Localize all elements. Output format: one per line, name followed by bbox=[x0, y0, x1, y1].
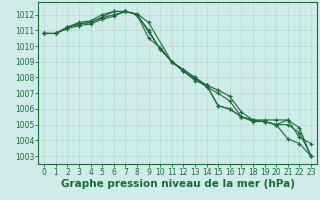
X-axis label: Graphe pression niveau de la mer (hPa): Graphe pression niveau de la mer (hPa) bbox=[60, 179, 295, 189]
